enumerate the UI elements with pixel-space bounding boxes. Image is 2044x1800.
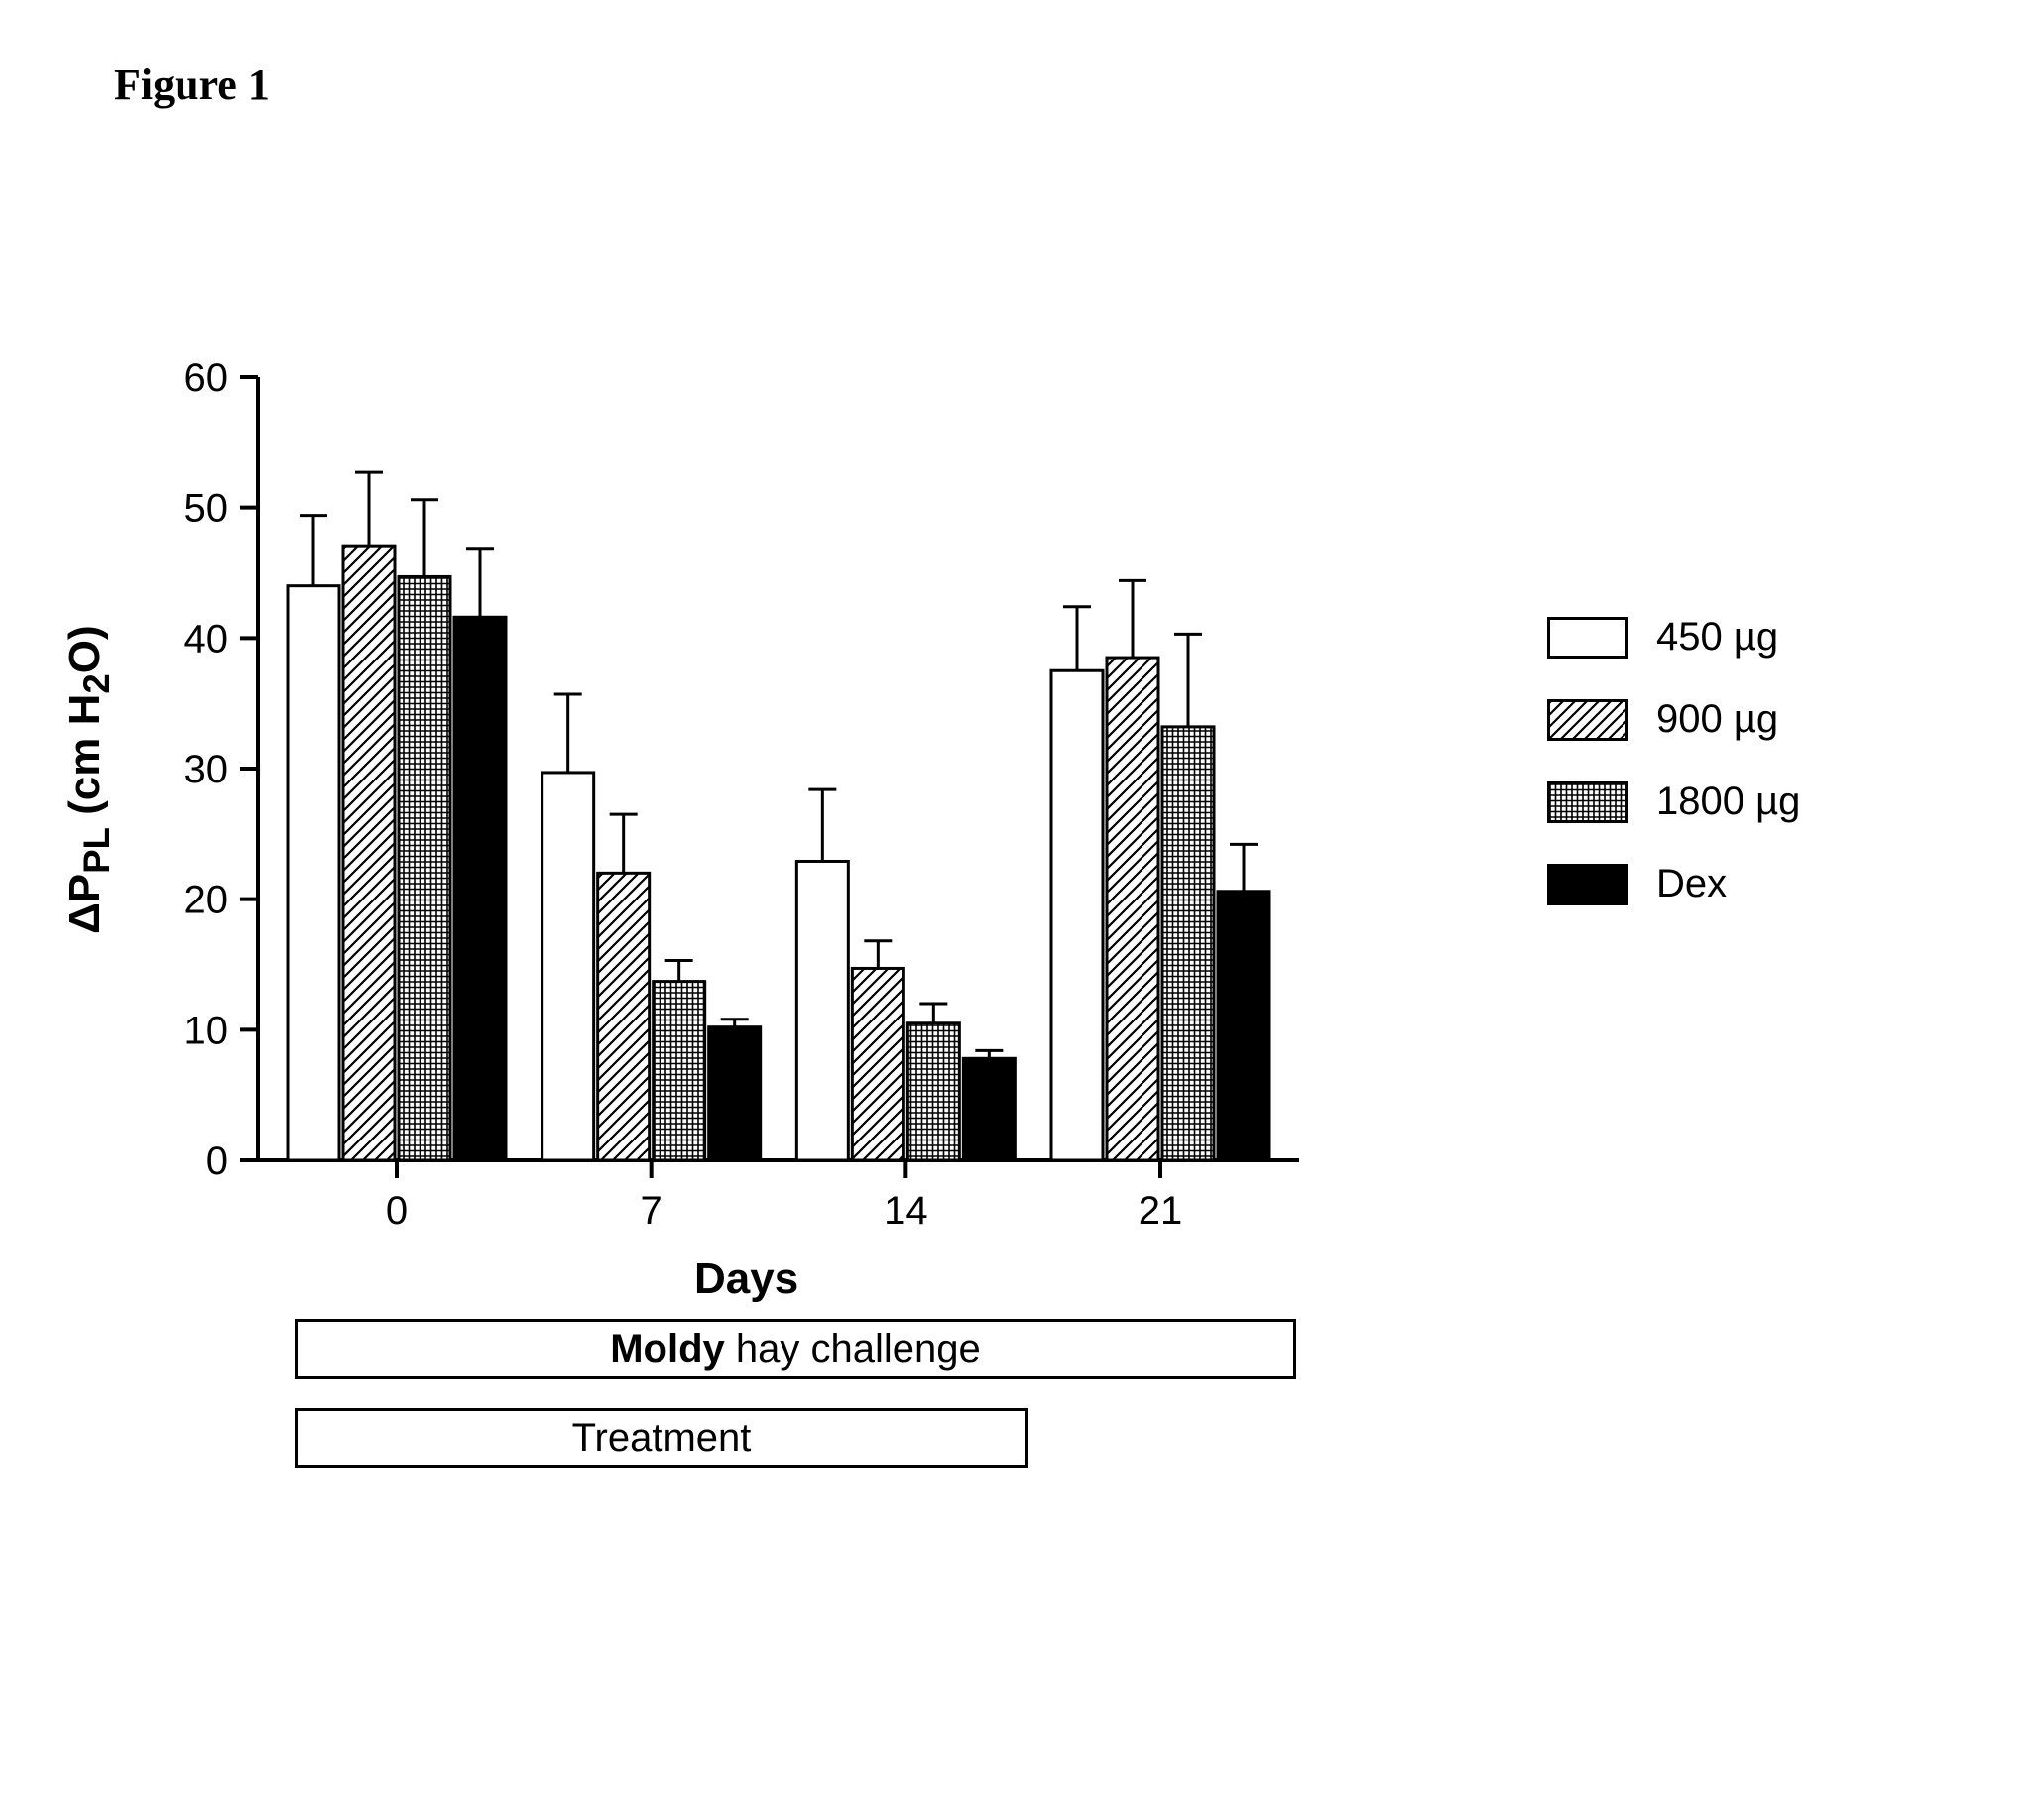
legend-item: 450 µg <box>1547 615 1800 660</box>
legend-label: 1800 µg <box>1656 780 1800 824</box>
bar <box>399 576 450 1160</box>
legend-swatch <box>1547 617 1628 659</box>
legend-item: 900 µg <box>1547 697 1800 742</box>
y-tick-label: 50 <box>184 487 229 531</box>
legend-swatch <box>1547 699 1628 741</box>
y-tick-label: 20 <box>184 879 229 922</box>
timeline-treatment-text: Treatment <box>572 1416 752 1461</box>
bar <box>852 968 903 1160</box>
legend-label: 450 µg <box>1656 615 1778 660</box>
x-tick-label: 14 <box>884 1189 928 1233</box>
legend-swatch <box>1547 864 1628 905</box>
x-tick-label: 21 <box>1139 1189 1183 1233</box>
y-axis-label: ΔPPL (cm H2O) <box>60 617 118 934</box>
bar <box>343 546 395 1160</box>
y-tick-label: 40 <box>184 617 229 660</box>
bar <box>1218 892 1269 1160</box>
y-tick-label: 60 <box>184 356 229 400</box>
y-tick-label: 10 <box>184 1009 229 1052</box>
bar <box>963 1058 1015 1160</box>
timeline-treatment-box: Treatment <box>295 1408 1028 1468</box>
bar <box>796 861 848 1160</box>
legend-item: 1800 µg <box>1547 780 1800 824</box>
bar <box>288 586 339 1160</box>
legend-swatch <box>1547 781 1628 823</box>
bar <box>598 873 650 1160</box>
x-tick-label: 0 <box>386 1189 408 1233</box>
legend-item: Dex <box>1547 862 1800 906</box>
bar <box>709 1027 761 1160</box>
page-root: Figure 1 0102030405060071421 ΔPPL (cm H2… <box>0 0 2044 1800</box>
y-tick-label: 0 <box>206 1140 228 1183</box>
bar <box>542 773 594 1160</box>
x-axis-label: Days <box>694 1255 798 1304</box>
bar <box>654 982 705 1160</box>
legend: 450 µg 900 µg 1800 µg Dex <box>1547 615 1800 906</box>
bar <box>454 617 506 1160</box>
y-tick-label: 30 <box>184 748 229 791</box>
bar <box>1107 658 1158 1160</box>
bar <box>907 1023 959 1160</box>
legend-label: 900 µg <box>1656 697 1778 742</box>
timeline-moldy-hay-box: Moldy hay challenge <box>295 1319 1296 1379</box>
x-tick-label: 7 <box>641 1189 662 1233</box>
legend-label: Dex <box>1656 862 1727 906</box>
bar <box>1051 670 1103 1160</box>
bar <box>1162 727 1214 1160</box>
timeline-moldy-hay-text: Moldy hay challenge <box>610 1327 981 1372</box>
